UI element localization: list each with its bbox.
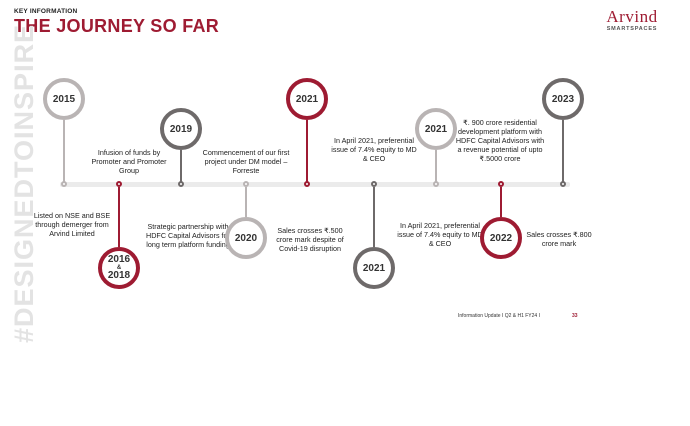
timeline-dot: [116, 181, 122, 187]
company-logo: Arvind SMARTSPACES: [600, 8, 664, 32]
milestone-description: Sales crosses ₹.800 crore mark: [526, 230, 592, 248]
year-label: 2020: [234, 232, 258, 244]
timeline-dot: [243, 181, 249, 187]
year-label: 2021: [424, 123, 448, 135]
year-separator: &: [116, 265, 122, 271]
timeline-dot: [178, 181, 184, 187]
year-circle: 2021: [415, 108, 457, 150]
connector-stem: [373, 187, 375, 247]
page-number: 33: [572, 313, 578, 319]
timeline-dot: [498, 181, 504, 187]
year-label: 2021: [362, 262, 386, 274]
connector-stem: [435, 150, 437, 182]
logo-brand: Arvind: [606, 7, 658, 26]
connector-stem: [180, 150, 182, 182]
year-circle: 2023: [542, 78, 584, 120]
milestone-description: Infusion of funds by Promoter and Promot…: [91, 148, 167, 175]
timeline-dot: [433, 181, 439, 187]
logo-subtitle: SMARTSPACES: [606, 26, 658, 32]
year-label: 2015: [52, 93, 76, 105]
year-circle: 2021: [353, 247, 395, 289]
year-label: 2021: [295, 93, 319, 105]
milestone-description: In April 2021, preferential issue of 7.4…: [331, 136, 417, 163]
year-label: 2023: [551, 93, 575, 105]
connector-stem: [306, 120, 308, 182]
year-label: 2018: [107, 270, 131, 281]
year-circle: 2016 & 2018: [98, 247, 140, 289]
milestone-description: Commencement of our first project under …: [202, 148, 290, 175]
connector-stem: [118, 187, 120, 247]
timeline-dot: [371, 181, 377, 187]
year-label: 2019: [169, 123, 193, 135]
connector-stem: [63, 120, 65, 182]
milestone-description: ₹. 900 crore residential development pla…: [455, 118, 545, 163]
milestone-description: Strategic partnership with HDFC Capital …: [146, 222, 230, 249]
year-circle: 2020: [225, 217, 267, 259]
milestone-description: In April 2021, preferential issue of 7.4…: [397, 221, 483, 248]
year-label: 2022: [489, 232, 513, 244]
milestone-description: Sales crosses ₹.500 crore mark despite o…: [276, 226, 344, 253]
year-label: 2016: [107, 254, 131, 265]
connector-stem: [245, 187, 247, 217]
timeline-dot: [560, 181, 566, 187]
connector-stem: [500, 187, 502, 217]
year-circle: 2022: [480, 217, 522, 259]
milestone-description: Listed on NSE and BSE through demerger f…: [33, 211, 111, 238]
year-circle: 2015: [43, 78, 85, 120]
connector-stem: [562, 120, 564, 182]
vertical-hashtag: #DESIGNEDTOINSPIRE: [9, 23, 39, 343]
timeline-dot: [61, 181, 67, 187]
footer-label: Information Update I Q2 & H1 FY24 I: [458, 313, 540, 319]
year-circle: 2021: [286, 78, 328, 120]
timeline-dot: [304, 181, 310, 187]
section-label: KEY INFORMATION: [14, 8, 78, 15]
page-title: THE JOURNEY SO FAR: [14, 16, 220, 36]
timeline-line: [60, 182, 570, 187]
year-circle: 2019: [160, 108, 202, 150]
